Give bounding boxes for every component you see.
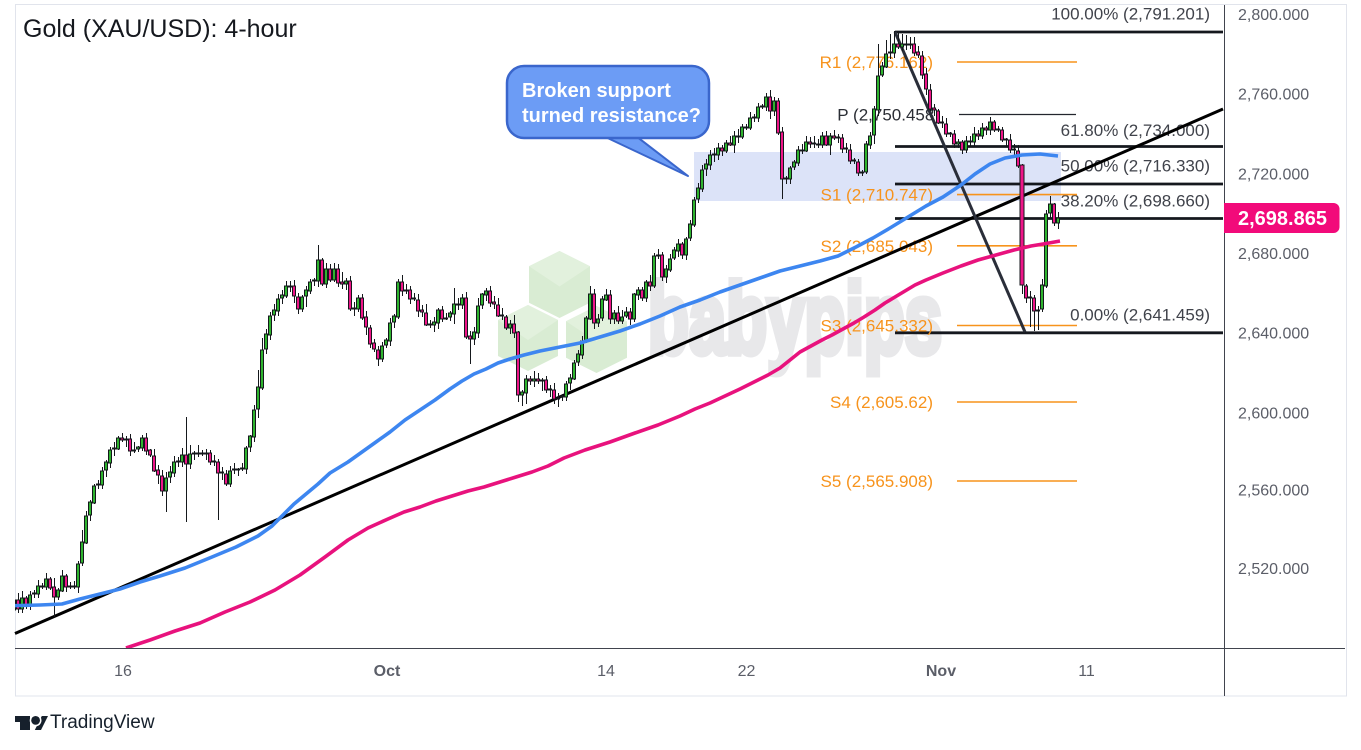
- svg-text:2,600.000: 2,600.000: [1238, 405, 1309, 422]
- svg-text:50.00% (2,716.330): 50.00% (2,716.330): [1061, 157, 1210, 176]
- svg-text:38.20% (2,698.660): 38.20% (2,698.660): [1061, 192, 1210, 211]
- svg-text:S5 (2,565.908): S5 (2,565.908): [821, 472, 933, 491]
- svg-text:61.80% (2,734.000): 61.80% (2,734.000): [1061, 121, 1210, 140]
- svg-text:S2 (2,685.043): S2 (2,685.043): [821, 237, 933, 256]
- svg-text:100.00% (2,791.201): 100.00% (2,791.201): [1051, 5, 1210, 24]
- svg-text:0.00% (2,641.459): 0.00% (2,641.459): [1070, 306, 1210, 325]
- svg-text:22: 22: [738, 663, 756, 680]
- svg-text:2,698.865: 2,698.865: [1238, 208, 1327, 230]
- svg-text:S1 (2,710.747): S1 (2,710.747): [821, 186, 933, 205]
- svg-text:TradingView: TradingView: [50, 712, 155, 733]
- svg-text:2,520.000: 2,520.000: [1238, 561, 1309, 578]
- svg-text:S4 (2,605.62): S4 (2,605.62): [830, 393, 933, 412]
- svg-text:2,560.000: 2,560.000: [1238, 483, 1309, 500]
- svg-text:turned resistance?: turned resistance?: [522, 105, 701, 127]
- svg-text:Gold (XAU/USD): 4-hour: Gold (XAU/USD): 4-hour: [23, 15, 297, 43]
- svg-text:P (2,750.458): P (2,750.458): [837, 106, 940, 125]
- svg-text:2,800.000: 2,800.000: [1238, 7, 1309, 24]
- svg-text:Nov: Nov: [926, 663, 956, 680]
- svg-text:2,760.000: 2,760.000: [1238, 87, 1309, 104]
- svg-text:2,720.000: 2,720.000: [1238, 166, 1309, 183]
- svg-text:Oct: Oct: [374, 663, 401, 680]
- svg-text:2,680.000: 2,680.000: [1238, 246, 1309, 263]
- svg-text:S3 (2,645.332): S3 (2,645.332): [821, 317, 933, 336]
- svg-text:11: 11: [1078, 663, 1095, 680]
- svg-text:16: 16: [114, 663, 132, 680]
- svg-text:2,640.000: 2,640.000: [1238, 326, 1309, 343]
- svg-text:14: 14: [597, 663, 615, 680]
- svg-text:Broken support: Broken support: [522, 80, 671, 102]
- svg-text:R1 (2,776.162): R1 (2,776.162): [820, 53, 933, 72]
